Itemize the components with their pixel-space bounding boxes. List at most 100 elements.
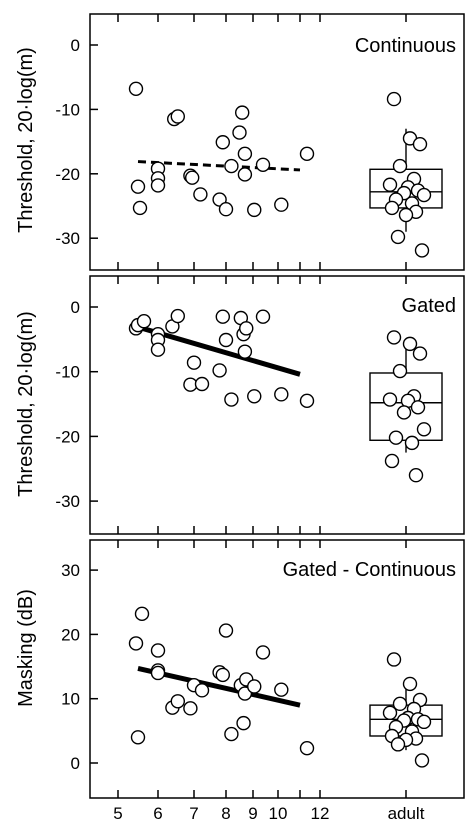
plot-frame [89,539,465,799]
data-point-adult [386,652,402,667]
data-point-adult [402,676,418,692]
data-point-child [299,393,315,409]
data-point-child [215,667,231,683]
data-point-child [170,109,186,124]
data-point-child [134,606,150,622]
data-point-child [150,665,166,681]
data-point-child [247,679,262,694]
data-point-adult [416,187,432,203]
regression-line [137,160,301,172]
data-point-child [232,125,247,140]
x-tick-label: 8 [221,804,230,822]
data-point-adult [414,243,430,258]
plot-frame [89,13,465,271]
data-point-child [193,187,208,202]
data-point-child [255,157,271,172]
data-point-child [274,682,289,697]
data-point-child [299,741,315,756]
data-point-adult [416,714,432,730]
data-point-adult [402,336,418,352]
y-tick-label: -20 [55,165,80,184]
x-tick-label: 9 [248,804,257,822]
panel-gated: Gated Threshold, 20·log(m) 0 -10 -20 -30 [15,275,465,535]
y-tick-label: -30 [55,492,80,511]
y-tick-label: 20 [61,625,80,644]
data-point-child [247,389,262,404]
data-point-child [150,342,166,357]
y-tick-label: -10 [55,363,80,382]
data-point-adult [408,468,424,483]
data-point-child [255,645,271,660]
y-tick-label: -10 [55,100,80,119]
data-point-adult [392,158,408,174]
data-point-child [130,179,146,194]
x-tick-label: 6 [153,804,162,822]
data-point-adult [392,363,408,379]
data-point-child [274,387,289,402]
data-point-adult [386,91,402,107]
panel-title-continuous: Continuous [355,35,456,57]
data-point-adult [412,346,428,361]
y-tick-label: -20 [55,427,80,446]
data-point-adult [416,422,432,437]
y-tick-label: 0 [71,754,80,773]
data-point-child [237,146,253,162]
data-point-adult [396,405,412,420]
data-point-adult [382,177,398,192]
x-tick-label: 10 [269,804,288,822]
data-point-adult [392,696,408,712]
data-point-child [236,715,251,731]
data-point-child [274,197,289,212]
panel-title-masking: Gated - Continuous [283,559,456,581]
data-point-adult [384,453,400,469]
data-point-child [234,105,250,120]
data-point-child [239,321,254,336]
data-point-adult [382,392,398,407]
data-point-child [299,146,315,162]
y-axis-label-continuous: Threshold, 20·log(m) [15,47,37,233]
x-tick-label-adult: adult [388,804,425,822]
data-point-child [194,683,210,698]
y-tick-label: -30 [55,229,80,248]
x-tick-label: 5 [113,804,122,822]
data-point-child [237,167,253,182]
data-point-child [184,170,200,185]
data-point-child [215,135,231,150]
data-point-adult [412,136,428,152]
data-point-child [128,636,144,651]
data-point-adult [398,207,414,223]
data-point-adult [388,430,404,445]
data-point-child [218,332,234,348]
x-axis-tick-labels: 5 6 7 8 9 10 12 adult [113,804,424,822]
x-tick-label: 12 [311,804,330,822]
data-point-child [150,178,166,193]
data-point-adult [404,435,420,451]
x-tick-label: 7 [189,804,198,822]
data-point-adult [414,753,430,768]
y-tick-label: 30 [61,561,80,580]
data-point-child [224,158,239,174]
data-point-adult [382,705,398,721]
data-point-child [247,202,262,218]
panel-gated-minus-continuous: Gated - Continuous Masking (dB) 30 20 10 0 [15,539,465,799]
data-point-child [170,308,186,324]
data-point-adult [384,200,400,216]
data-point-child [224,726,239,742]
data-point-child [186,355,202,370]
panel-continuous: Continuous Threshold, 20·log(m) 0 -10 -20 -… [15,13,465,271]
panel-title-gated: Gated [402,295,456,317]
data-point-child [136,314,152,329]
data-point-child [130,730,146,745]
data-point-child [218,623,234,638]
data-point-child [255,309,271,324]
data-point-child [224,392,239,407]
data-point-child [183,701,198,716]
data-point-child [132,200,148,216]
data-point-child [128,81,144,96]
data-point-adult [390,229,406,245]
y-tick-label: 10 [61,690,80,709]
data-point-child [218,202,234,217]
y-axis-label-masking: Masking (dB) [15,589,37,707]
data-point-child [237,344,253,359]
